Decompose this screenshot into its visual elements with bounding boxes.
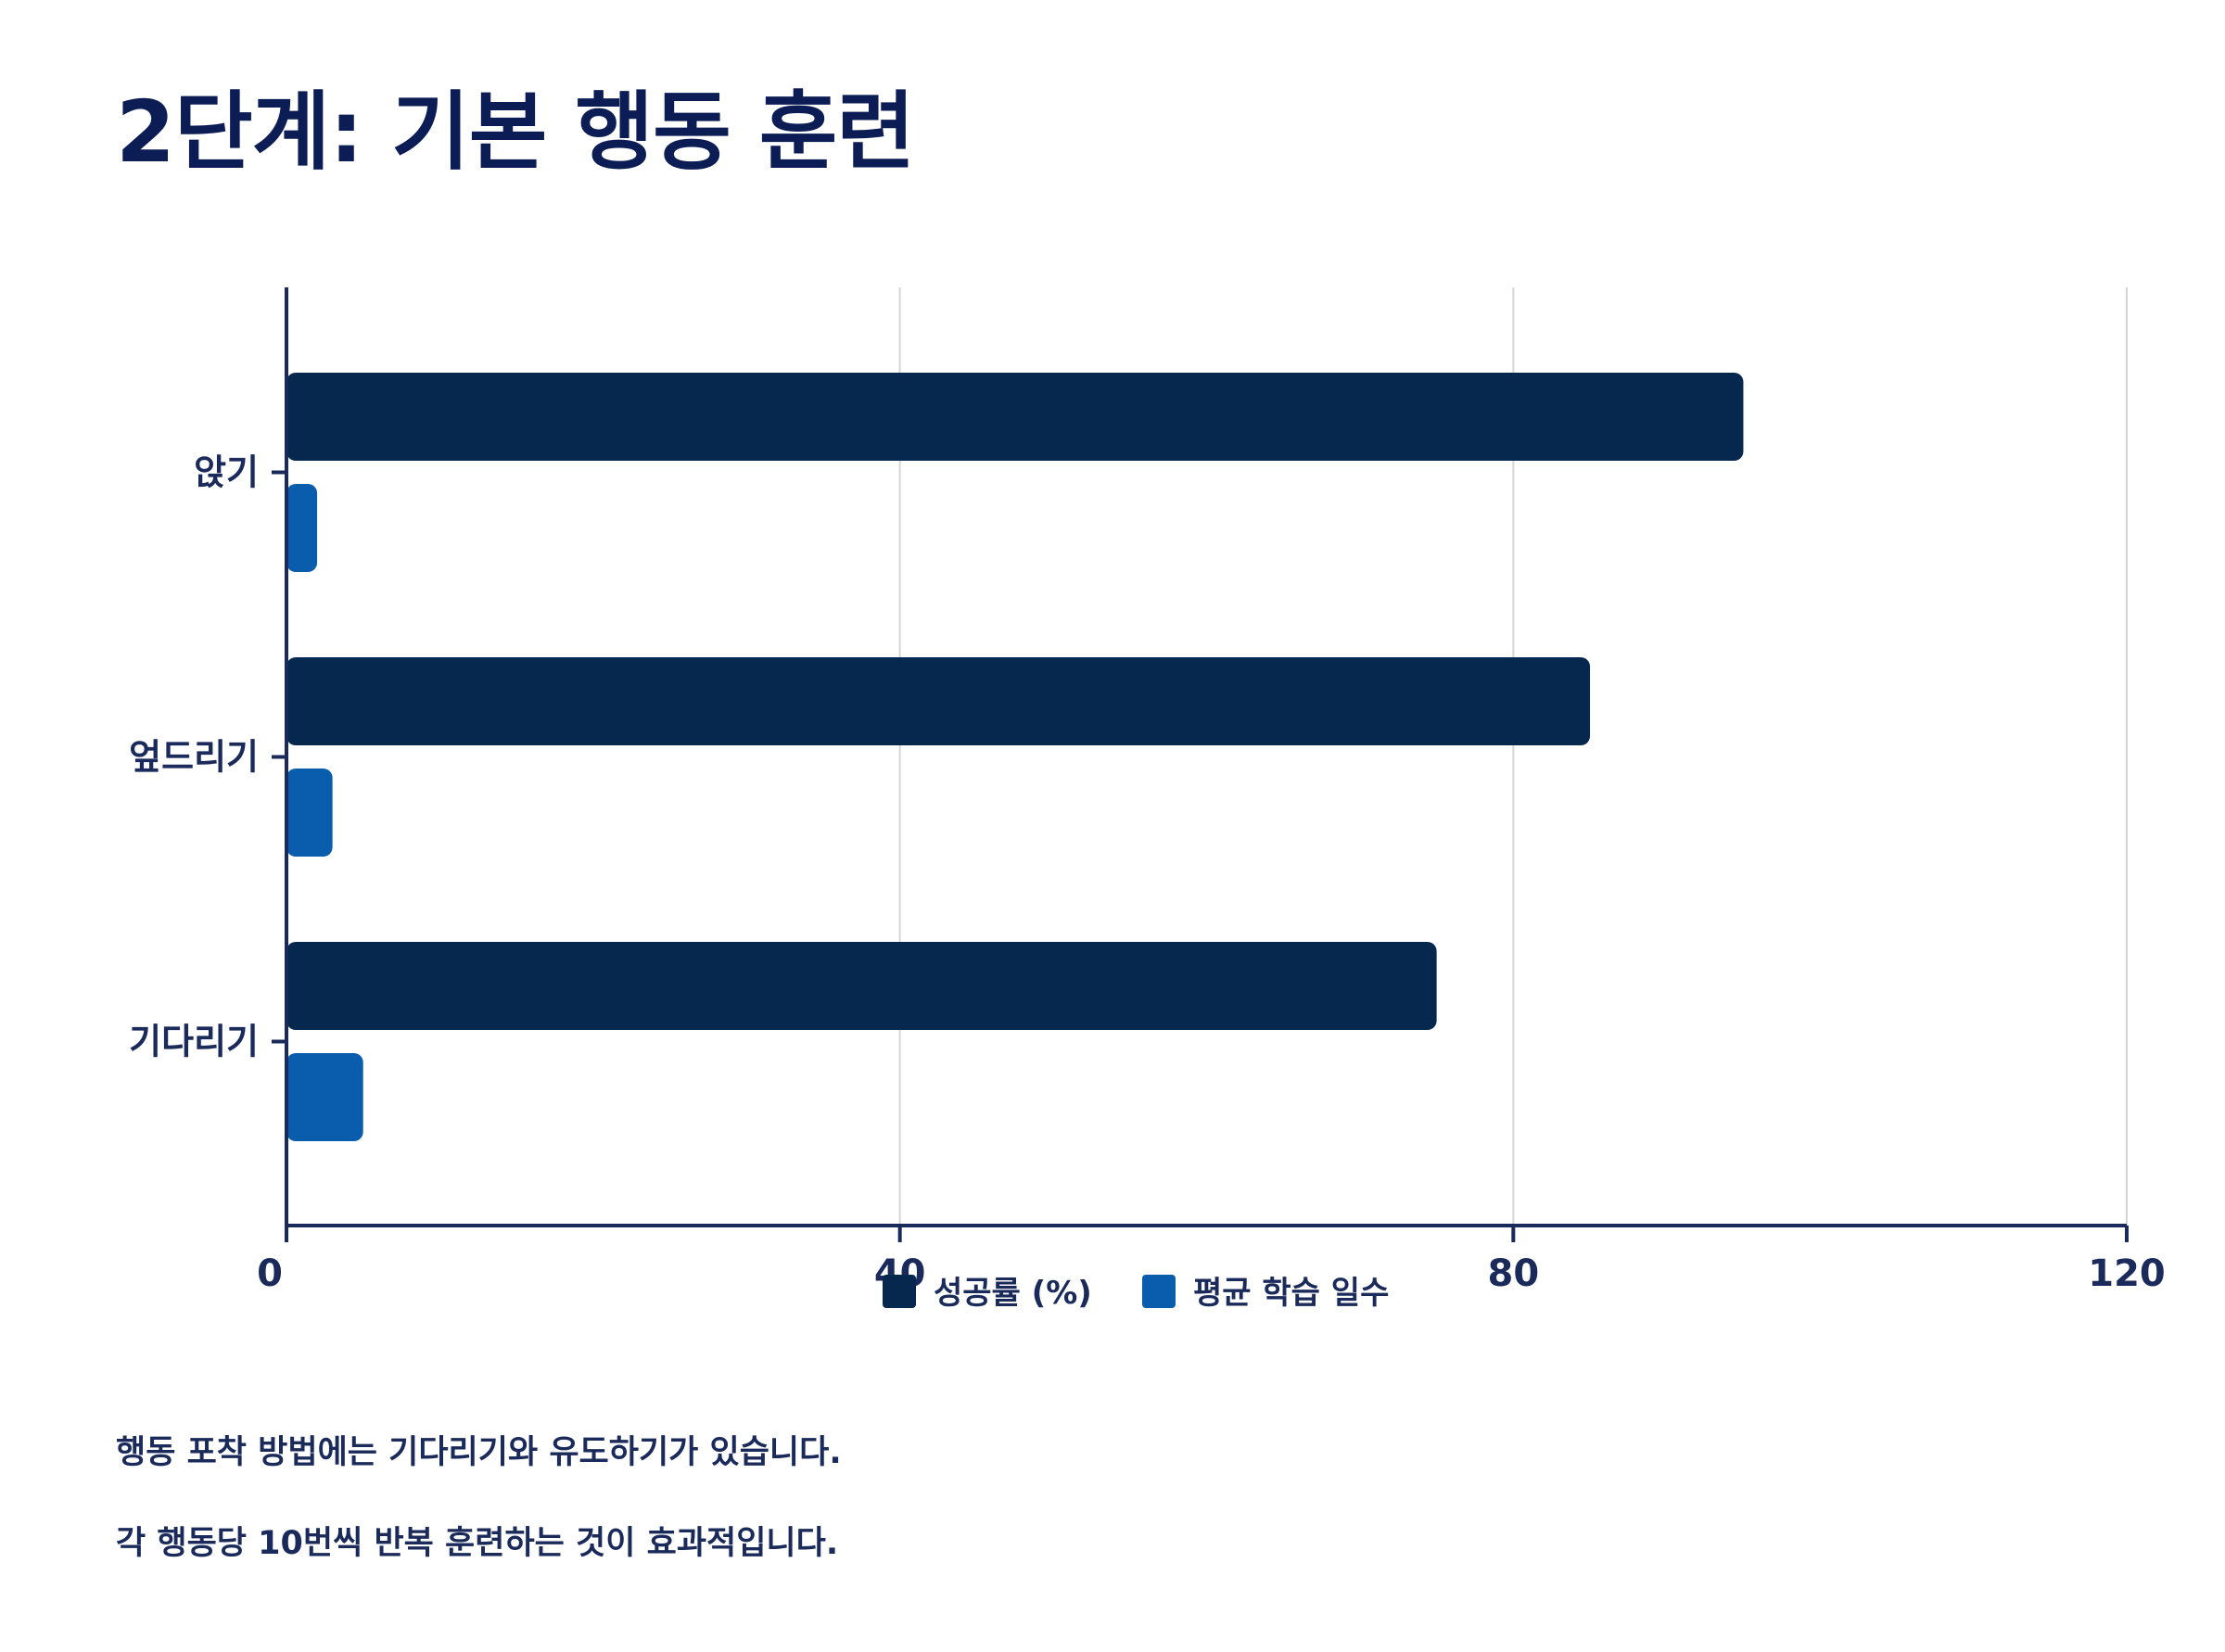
bar-success-rate <box>286 373 1744 461</box>
bar-learning-days <box>286 1053 363 1141</box>
page-title: 2단계: 기본 행동 훈련 <box>116 83 915 182</box>
x-tick-label: 0 <box>257 1252 283 1295</box>
note-text: 각 행동당 10번씩 반복 훈련하는 것이 효과적입니다. <box>116 1525 839 1562</box>
legend-swatch <box>1142 1275 1176 1308</box>
category-label: 엎드리기 <box>129 737 259 778</box>
bar-learning-days <box>286 769 333 857</box>
category-label: 앉기 <box>194 452 259 493</box>
bar-success-rate <box>286 942 1437 1030</box>
legend-swatch <box>883 1275 916 1308</box>
legend-label: 평균 학습 일수 <box>1193 1275 1389 1312</box>
x-tick-label: 120 <box>2088 1252 2166 1295</box>
legend-label: 성공률 (%) <box>934 1275 1092 1312</box>
bar-learning-days <box>286 484 318 572</box>
bar-success-rate <box>286 657 1591 745</box>
category-label: 기다리기 <box>129 1022 259 1062</box>
x-tick-label: 80 <box>1487 1252 1539 1295</box>
note-text: 행동 포착 방법에는 기다리기와 유도하기가 있습니다. <box>116 1434 842 1471</box>
